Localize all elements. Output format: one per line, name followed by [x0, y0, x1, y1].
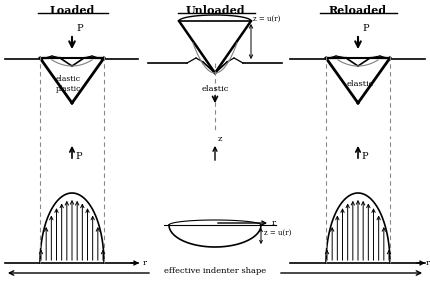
Text: P: P — [76, 24, 83, 33]
Text: Loaded: Loaded — [49, 5, 95, 16]
Text: z: z — [218, 135, 222, 143]
Text: Unloaded: Unloaded — [185, 5, 245, 16]
Text: P: P — [362, 24, 369, 33]
Text: Reloaded: Reloaded — [329, 5, 387, 16]
Text: effective indenter shape: effective indenter shape — [164, 267, 266, 275]
Text: r: r — [272, 219, 276, 227]
Text: r: r — [143, 259, 147, 267]
Text: z = u(r): z = u(r) — [253, 15, 280, 23]
Text: P: P — [361, 152, 368, 161]
Text: z = u(r): z = u(r) — [264, 229, 292, 237]
Text: P: P — [75, 152, 82, 161]
Text: elastic: elastic — [201, 85, 229, 93]
Text: elastic
plastic: elastic plastic — [55, 75, 81, 93]
Text: elastic: elastic — [346, 80, 374, 88]
Text: r: r — [426, 259, 430, 267]
